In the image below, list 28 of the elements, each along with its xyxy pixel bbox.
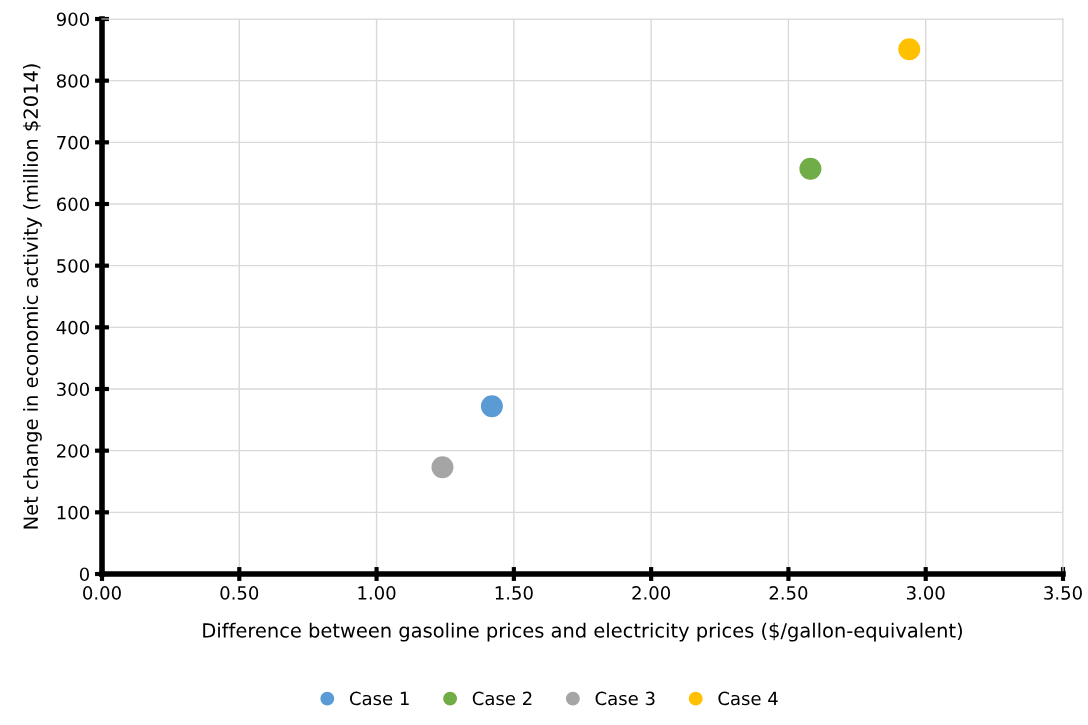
y-tick-label: 500 — [57, 259, 89, 273]
x-tick-label: 0.50 — [220, 586, 259, 600]
point — [480, 395, 503, 418]
legend-label: Case 2 — [472, 691, 532, 706]
y-tick-label: 100 — [57, 505, 89, 520]
x-tick-label: 2.50 — [769, 586, 808, 600]
x-tick-label: 0.00 — [83, 586, 121, 600]
legend-label: Case 4 — [718, 691, 778, 706]
x-tick-label: 1.00 — [358, 586, 396, 600]
legend-label: Case 3 — [595, 691, 655, 706]
point — [898, 38, 921, 61]
legend-label: Case 1 — [349, 691, 409, 706]
point — [799, 157, 822, 180]
y-tick-label: 0 — [79, 567, 89, 582]
y-tick-label: 600 — [56, 197, 89, 212]
x-tick-label: 3.50 — [1044, 586, 1082, 600]
x-axis-title: Difference between gasoline prices and electricity prices ($/gallon-equivalent) — [203, 622, 962, 642]
point — [431, 456, 454, 479]
x-tick-label: 3.00 — [906, 586, 945, 600]
y-tick-label: 900 — [56, 12, 89, 27]
x-tick-label: 2.00 — [632, 586, 671, 600]
y-tick-label: 700 — [57, 135, 89, 150]
y-tick-label: 800 — [56, 74, 89, 88]
y-tick-label: 400 — [56, 320, 89, 335]
y-tick-label: 200 — [57, 444, 89, 458]
y-axis-title: Net change in economic activity (million $2014) — [23, 64, 42, 529]
y-tick-label: 300 — [57, 382, 89, 397]
x-tick-label: 1.50 — [495, 586, 533, 600]
